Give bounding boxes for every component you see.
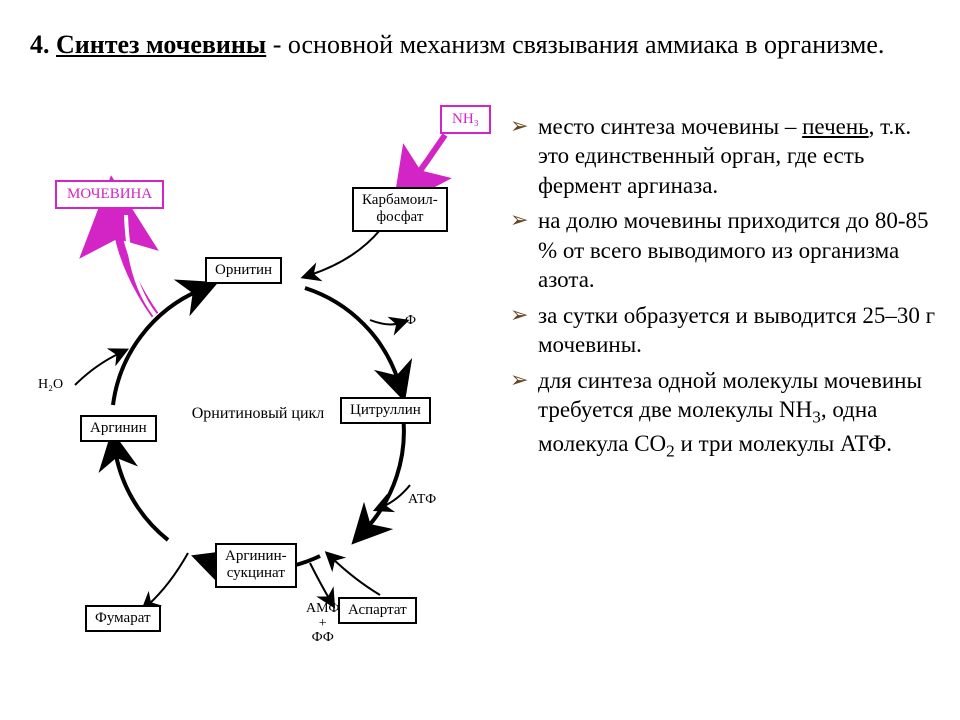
title-rest: - основной механизм связывания аммиака в… [266,30,884,59]
slide-title: 4. Синтез мочевины - основной механизм с… [30,28,930,62]
bullet-3: за сутки образуется и выводится 25–30 г … [510,301,945,360]
node-argsucc: Аргинин-сукцинат [215,543,297,588]
title-underline: Синтез мочевины [56,30,266,59]
bullet-4: для синтеза одной молекулы мочевины треб… [510,366,945,463]
bullet-list: место синтеза мочевины – печень, т.к. эт… [510,112,945,468]
title-num: 4. [30,30,50,59]
node-fumarate: Фумарат [85,605,161,632]
node-arginine: Аргинин [80,415,157,442]
bullet-2: на долю мочевины приходится до 80-85 % о… [510,206,945,294]
node-nh3: NH₃ [440,105,491,134]
node-citrulline: Цитруллин [340,397,431,424]
label-f: Ф [405,313,416,329]
label-atf: АТФ [408,492,436,508]
node-ornithine: Орнитин [205,257,282,284]
urea-cycle-diagram: NH₃ МОЧЕВИНА Карбамоил-фосфат Орнитин Ци… [10,105,510,665]
label-h2o: H₂O [38,377,63,393]
center-label: Орнитиновый цикл [188,405,328,423]
bullet-1: место синтеза мочевины – печень, т.к. эт… [510,112,945,200]
node-aspartate: Аспартат [338,597,417,624]
node-mochevina: МОЧЕВИНА [55,180,164,209]
label-amf: АМФ+ФФ [306,602,339,646]
node-carbamoyl: Карбамоил-фосфат [352,187,448,232]
